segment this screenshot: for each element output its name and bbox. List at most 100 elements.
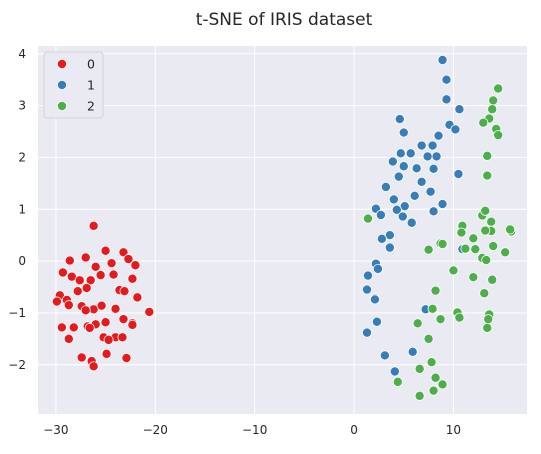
legend-marker-2 bbox=[57, 101, 68, 112]
x-tick-label: −10 bbox=[242, 423, 267, 437]
x-tick-label: 0 bbox=[350, 423, 358, 437]
data-points bbox=[51, 54, 517, 401]
scatter-point-class-2 bbox=[414, 363, 425, 374]
x-tick-label: 10 bbox=[446, 423, 461, 437]
scatter-point-class-1 bbox=[422, 151, 433, 162]
scatter-point-class-1 bbox=[389, 366, 400, 377]
scatter-point-class-1 bbox=[428, 163, 439, 174]
scatter-point-class-1 bbox=[375, 209, 386, 220]
scatter-point-class-2 bbox=[487, 274, 498, 285]
scatter-point-class-0 bbox=[80, 252, 91, 263]
legend-marker-0 bbox=[57, 59, 68, 70]
scatter-point-class-2 bbox=[423, 244, 434, 255]
scatter-point-class-2 bbox=[392, 376, 403, 387]
scatter-point-class-2 bbox=[479, 288, 490, 299]
scatter-point-class-2 bbox=[482, 322, 493, 333]
y-axis-ticks: −2 −1 0 1 2 3 4 bbox=[8, 47, 26, 372]
scatter-point-class-1 bbox=[395, 148, 406, 159]
scatter-point-class-2 bbox=[481, 255, 492, 266]
x-tick-label: −20 bbox=[143, 423, 168, 437]
scatter-point-class-1 bbox=[372, 263, 383, 274]
scatter-point-class-2 bbox=[423, 333, 434, 344]
scatter-point-class-2 bbox=[470, 244, 481, 255]
x-tick-label: −30 bbox=[43, 423, 68, 437]
scatter-point-class-1 bbox=[411, 163, 422, 174]
x-axis-ticks: −30 −20 −10 0 10 bbox=[43, 423, 461, 437]
scatter-point-class-0 bbox=[100, 317, 111, 328]
scatter-point-class-1 bbox=[398, 127, 409, 138]
scatter-point-class-0 bbox=[110, 303, 121, 314]
scatter-point-class-2 bbox=[430, 285, 441, 296]
scatter-point-class-1 bbox=[406, 217, 417, 228]
scatter-point-class-0 bbox=[88, 220, 99, 231]
scatter-point-class-1 bbox=[453, 169, 464, 180]
scatter-point-class-2 bbox=[448, 265, 459, 276]
scatter-point-class-1 bbox=[361, 327, 372, 338]
scatter-point-class-1 bbox=[391, 204, 402, 215]
scatter-point-class-2 bbox=[428, 385, 439, 396]
scatter-point-class-0 bbox=[100, 245, 111, 256]
scatter-point-class-0 bbox=[106, 258, 117, 269]
scatter-point-class-0 bbox=[123, 254, 134, 265]
scatter-point-class-1 bbox=[384, 242, 395, 253]
scatter-point-class-1 bbox=[371, 316, 382, 327]
scatter-point-class-2 bbox=[362, 213, 373, 224]
scatter-point-class-1 bbox=[428, 206, 439, 217]
legend: 0 1 2 bbox=[43, 51, 104, 119]
scatter-point-class-1 bbox=[433, 130, 444, 141]
scatter-point-class-0 bbox=[121, 353, 132, 364]
legend-label-0: 0 bbox=[87, 57, 95, 72]
scatter-point-class-1 bbox=[394, 114, 405, 125]
scatter-point-class-2 bbox=[486, 216, 497, 227]
scatter-point-class-2 bbox=[493, 83, 504, 94]
scatter-point-class-2 bbox=[478, 117, 489, 128]
scatter-point-class-0 bbox=[63, 300, 74, 311]
scatter-point-class-1 bbox=[416, 140, 427, 151]
scatter-point-class-2 bbox=[437, 379, 448, 390]
scatter-point-class-1 bbox=[398, 161, 409, 172]
scatter-point-class-0 bbox=[88, 361, 99, 372]
scatter-point-class-2 bbox=[430, 372, 441, 383]
scatter-point-class-0 bbox=[118, 314, 129, 325]
scatter-point-class-0 bbox=[64, 255, 75, 266]
y-tick-label: 2 bbox=[18, 150, 26, 164]
scatter-point-class-0 bbox=[76, 352, 87, 363]
scatter-point-class-2 bbox=[488, 95, 499, 106]
scatter-point-class-0 bbox=[127, 319, 138, 330]
scatter-point-class-2 bbox=[487, 104, 498, 115]
scatter-point-class-0 bbox=[72, 286, 83, 297]
scatter-point-class-0 bbox=[101, 348, 112, 359]
scatter-point-class-1 bbox=[437, 54, 448, 65]
y-tick-label: 4 bbox=[18, 47, 26, 61]
y-tick-label: 3 bbox=[18, 99, 26, 113]
scatter-point-class-2 bbox=[493, 130, 504, 141]
scatter-point-class-1 bbox=[376, 233, 387, 244]
y-tick-label: −1 bbox=[8, 306, 26, 320]
scatter-point-class-2 bbox=[435, 314, 446, 325]
scatter-point-class-0 bbox=[96, 300, 107, 311]
scatter-point-class-2 bbox=[482, 150, 493, 161]
scatter-point-class-2 bbox=[480, 225, 491, 236]
scatter-point-class-0 bbox=[74, 275, 85, 286]
scatter-point-class-1 bbox=[388, 194, 399, 205]
scatter-point-class-1 bbox=[441, 74, 452, 85]
scatter-point-class-2 bbox=[488, 241, 499, 252]
scatter-point-class-2 bbox=[505, 224, 516, 235]
scatter-point-class-2 bbox=[437, 238, 448, 249]
scatter-point-class-2 bbox=[454, 312, 465, 323]
scatter-point-class-2 bbox=[468, 272, 479, 283]
chart-title: t-SNE of IRIS dataset bbox=[196, 10, 373, 30]
scatter-point-class-1 bbox=[380, 181, 391, 192]
legend-label-1: 1 bbox=[87, 78, 95, 93]
y-tick-label: 0 bbox=[18, 254, 26, 268]
scatter-point-class-2 bbox=[500, 247, 511, 258]
scatter-point-class-1 bbox=[450, 124, 461, 135]
y-tick-label: 1 bbox=[18, 202, 26, 216]
scatter-point-class-2 bbox=[412, 318, 423, 329]
scatter-point-class-2 bbox=[426, 357, 437, 368]
legend-marker-1 bbox=[57, 80, 68, 91]
scatter-point-class-0 bbox=[56, 322, 67, 333]
scatter-point-class-2 bbox=[483, 314, 494, 325]
scatter-point-class-1 bbox=[397, 211, 408, 222]
